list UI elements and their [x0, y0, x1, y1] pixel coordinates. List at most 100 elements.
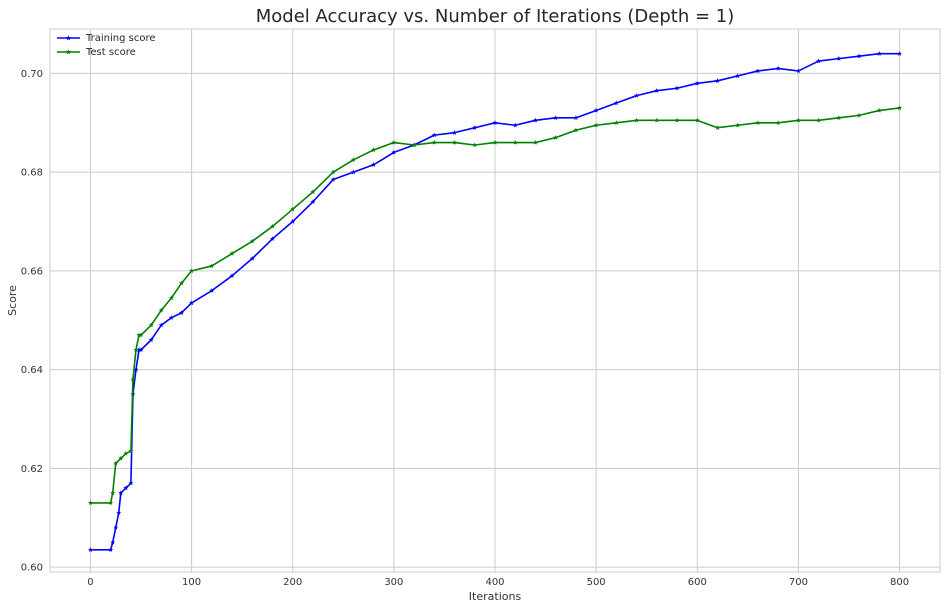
data-point: [391, 139, 397, 145]
data-point: [391, 149, 397, 155]
x-tick-label: 100: [182, 577, 201, 588]
data-point: [189, 268, 195, 273]
y-axis-label: Score: [6, 285, 19, 316]
data-point: [128, 480, 134, 486]
data-point: [87, 500, 93, 505]
data-point: [755, 120, 761, 125]
data-point: [634, 117, 640, 123]
data-point: [148, 337, 154, 343]
x-axis-ticks: 0 100 200 300 400 500 600 700 800: [87, 577, 909, 588]
data-point: [209, 288, 215, 293]
data-point: [795, 117, 801, 123]
y-axis-ticks: 0.60 0.62 0.64 0.66 0.68 0.70: [21, 69, 43, 574]
data-point: [856, 112, 862, 118]
data-point: [492, 139, 498, 145]
data-point: [876, 51, 882, 56]
data-point: [179, 310, 184, 315]
x-tick-label: 200: [283, 577, 302, 588]
data-point: [654, 117, 660, 123]
data-point: [836, 56, 842, 61]
data-point: [249, 255, 255, 261]
data-point: [856, 53, 862, 59]
data-point: [310, 189, 316, 194]
x-tick-label: 400: [485, 577, 504, 588]
data-point: [715, 125, 720, 130]
data-point: [411, 142, 417, 148]
data-point: [209, 263, 215, 269]
data-point: [158, 322, 164, 328]
legend-label: Training score: [85, 33, 156, 44]
data-point: [189, 300, 195, 306]
data-point: [654, 88, 660, 93]
data-point: [816, 58, 822, 64]
data-point: [118, 490, 124, 496]
y-tick-label: 0.64: [21, 365, 43, 376]
data-point: [897, 105, 903, 111]
data-point: [128, 448, 134, 454]
data-point: [113, 460, 119, 466]
data-point: [138, 347, 144, 352]
data-point: [573, 115, 579, 120]
data-point: [836, 115, 842, 120]
data-point: [492, 120, 498, 125]
data-point: [593, 122, 599, 128]
data-point: [472, 125, 478, 130]
data-point: [249, 238, 255, 244]
data-point: [371, 162, 377, 167]
data-point: [613, 100, 619, 106]
data-point: [573, 127, 579, 133]
data-point: [123, 450, 129, 456]
x-tick-label: 0: [87, 577, 93, 588]
data-point: [431, 139, 437, 145]
data-point: [694, 117, 700, 123]
series-layer: [87, 51, 903, 552]
data-point: [755, 68, 761, 74]
data-point: [876, 107, 882, 113]
data-point: [310, 199, 316, 204]
data-point: [350, 169, 356, 175]
data-point: [816, 117, 822, 123]
data-point: [452, 139, 458, 145]
data-point: [553, 135, 559, 140]
legend-label: Test score: [85, 47, 136, 58]
data-point: [897, 51, 903, 56]
x-tick-label: 800: [890, 577, 909, 588]
data-point: [735, 122, 741, 128]
data-point: [674, 85, 680, 91]
data-point: [118, 455, 124, 461]
chart-title: Model Accuracy vs. Number of Iterations …: [256, 6, 735, 27]
data-point: [168, 295, 174, 301]
data-point: [130, 376, 136, 382]
data-point: [290, 206, 296, 212]
data-point: [593, 107, 599, 113]
data-point: [123, 485, 129, 491]
series-training-score: [87, 51, 903, 552]
data-point: [133, 347, 139, 352]
data-point: [179, 280, 184, 286]
legend-marker: [65, 35, 72, 41]
data-point: [715, 78, 720, 83]
data-point: [290, 218, 296, 224]
y-tick-label: 0.66: [21, 266, 43, 277]
data-point: [168, 315, 174, 320]
data-point: [634, 93, 640, 98]
data-point: [330, 176, 336, 182]
series-test-score: [87, 105, 903, 505]
data-point: [108, 547, 114, 552]
data-point: [371, 147, 377, 153]
y-tick-label: 0.60: [21, 563, 43, 574]
data-point: [735, 73, 741, 78]
data-point: [795, 68, 801, 74]
data-point: [512, 139, 518, 145]
data-point: [775, 65, 781, 71]
data-point: [553, 115, 559, 120]
data-point: [452, 130, 458, 135]
series-line: [90, 52, 900, 551]
x-tick-label: 500: [587, 577, 606, 588]
y-tick-label: 0.70: [21, 69, 43, 80]
data-point: [110, 539, 116, 545]
data-point: [330, 169, 336, 175]
data-point: [270, 223, 275, 229]
data-point: [133, 367, 139, 372]
